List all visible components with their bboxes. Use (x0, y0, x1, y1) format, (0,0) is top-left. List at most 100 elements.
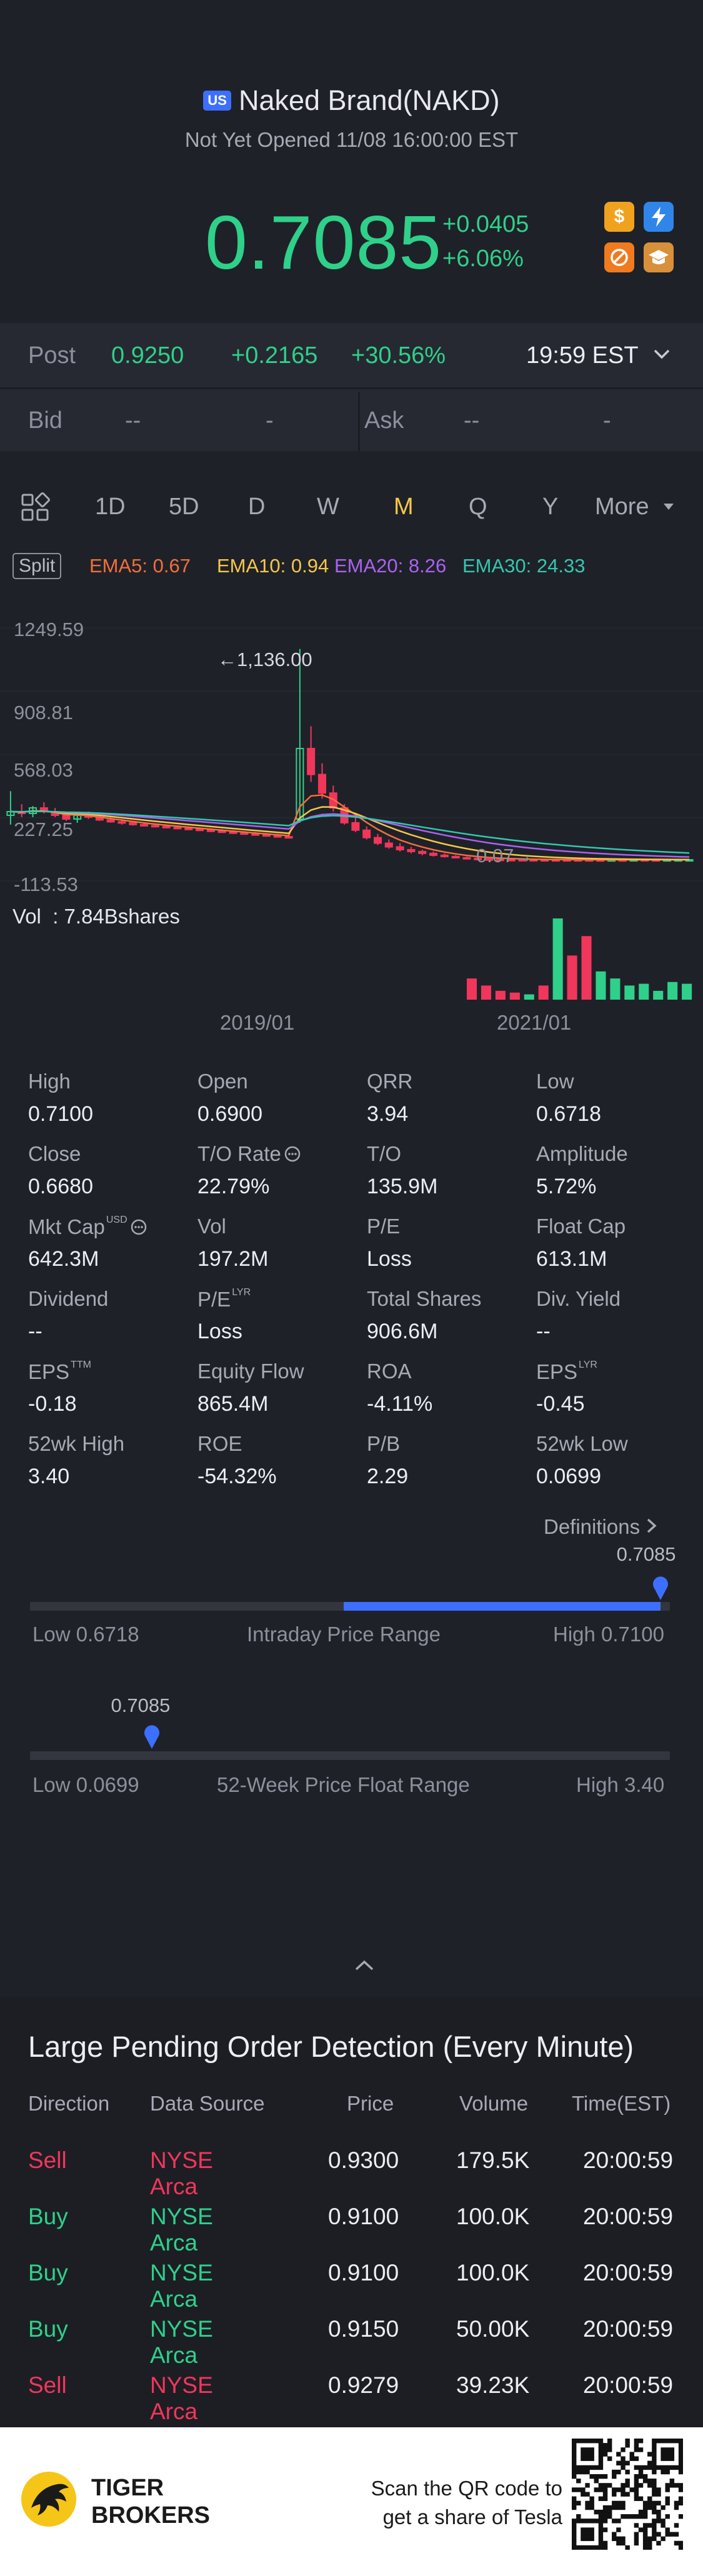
qr-module (598, 2527, 604, 2532)
qr-module (602, 2545, 608, 2550)
stat-label: T/O Rate (197, 1142, 301, 1166)
stat-label-text: T/O Rate (197, 1142, 281, 1165)
qr-module (678, 2452, 683, 2457)
ema10-label: EMA10: 0.94 (217, 555, 329, 577)
volume-bar (538, 985, 549, 1000)
qr-module (585, 2527, 590, 2532)
candle-body (140, 823, 149, 827)
qr-module (572, 2500, 577, 2506)
qr-module (665, 2496, 670, 2501)
order-source: NYSE Arca (150, 2316, 213, 2368)
qr-module (598, 2540, 604, 2546)
stat-label-text: P/B (367, 1432, 401, 1455)
col-header-price: Price (347, 2092, 394, 2115)
tab-d[interactable]: D (248, 494, 266, 520)
candle-body (317, 773, 327, 794)
definitions-link[interactable]: Definitions (544, 1515, 658, 1539)
stat-value: -54.32% (197, 1465, 277, 1488)
qr-module (572, 2519, 577, 2524)
qr-module (572, 2469, 577, 2475)
qr-module (612, 2492, 617, 2497)
qr-module (656, 2487, 661, 2492)
lightning-icon[interactable] (644, 202, 674, 232)
candle-body (440, 854, 449, 857)
qr-module (572, 2452, 577, 2457)
ema5-label: EMA5: 0.67 (89, 555, 191, 577)
tab-5d[interactable]: 5D (169, 494, 199, 520)
qr-module (602, 2527, 608, 2532)
tab-w[interactable]: W (317, 494, 339, 520)
qr-module (665, 2487, 670, 2492)
stat-label-text: 52wk High (28, 1432, 125, 1455)
post-time[interactable]: 19:59 EST (526, 342, 639, 369)
qr-module (589, 2496, 594, 2501)
order-direction: Sell (28, 2372, 67, 2398)
chart-grid-icon[interactable] (20, 492, 50, 525)
qr-module (576, 2500, 581, 2506)
collapse-chevron-up-icon[interactable] (354, 1959, 375, 1976)
split-toggle[interactable]: Split (12, 553, 62, 579)
no-options-icon[interactable] (604, 242, 634, 272)
stat-label: ROA (367, 1360, 412, 1383)
kline-chart[interactable] (0, 600, 703, 1050)
promo-line1: Scan the QR code to (371, 2477, 562, 2500)
qr-module (634, 2483, 639, 2488)
orders-title: Large Pending Order Detection (Every Min… (28, 2030, 634, 2063)
qr-module (602, 2492, 608, 2497)
stat-value: 0.7100 (28, 1102, 93, 1126)
tab-more[interactable]: More (595, 494, 649, 520)
qr-module (652, 2536, 657, 2542)
more-info-icon[interactable] (281, 1142, 301, 1165)
order-price: 0.9279 (328, 2372, 399, 2398)
tab-y[interactable]: Y (542, 494, 559, 520)
post-change-percent: +30.56% (351, 342, 446, 369)
qr-module (572, 2447, 577, 2452)
caret-down-icon[interactable] (662, 502, 675, 514)
qr-module (572, 2536, 577, 2542)
qr-module (678, 2496, 683, 2501)
tab-1d[interactable]: 1D (95, 494, 126, 520)
qr-module (642, 2523, 648, 2528)
candle-body (229, 831, 237, 834)
stat-label: P/E LYR (197, 1287, 251, 1311)
volume-bar (495, 990, 506, 1000)
qr-module (656, 2439, 661, 2444)
qr-module (661, 2439, 666, 2444)
qr-module (585, 2545, 590, 2550)
qr-module (602, 2514, 608, 2519)
qr-module (647, 2452, 652, 2457)
education-icon[interactable] (644, 242, 674, 272)
price-change: +0.0405 (442, 211, 529, 237)
dollar-icon[interactable]: $ (604, 202, 634, 232)
stat-label: EPS TTM (28, 1360, 91, 1384)
qr-module (581, 2447, 586, 2452)
qr-module (634, 2540, 639, 2546)
stat-superscript: TTM (71, 1360, 91, 1370)
qr-module (616, 2460, 621, 2466)
qr-module (634, 2479, 639, 2484)
y-tick-label: 227.25 (14, 818, 73, 840)
candle-body (307, 748, 316, 775)
more-info-icon[interactable] (127, 1215, 147, 1238)
order-source: NYSE Arca (150, 2372, 213, 2424)
qr-module (594, 2439, 599, 2444)
order-volume: 100.0K (456, 2204, 530, 2229)
qr-module (598, 2456, 604, 2461)
week52-low: Low 0.0699 (32, 1773, 139, 1796)
qr-module (638, 2465, 644, 2470)
qr-module (625, 2514, 630, 2519)
candle-body (196, 828, 204, 832)
qr-module (607, 2514, 612, 2519)
qr-module (594, 2509, 599, 2515)
tab-q[interactable]: Q (469, 494, 487, 520)
stat-value: 22.79% (197, 1175, 270, 1198)
tab-m[interactable]: M (394, 494, 414, 520)
qr-module (585, 2532, 590, 2537)
col-header-volume: Volume (459, 2092, 529, 2115)
qr-module (589, 2532, 594, 2537)
qr-module (674, 2465, 679, 2470)
qr-module (602, 2487, 608, 2492)
qr-module (652, 2469, 657, 2475)
qr-module (598, 2545, 604, 2550)
chevron-down-icon[interactable] (652, 347, 671, 364)
